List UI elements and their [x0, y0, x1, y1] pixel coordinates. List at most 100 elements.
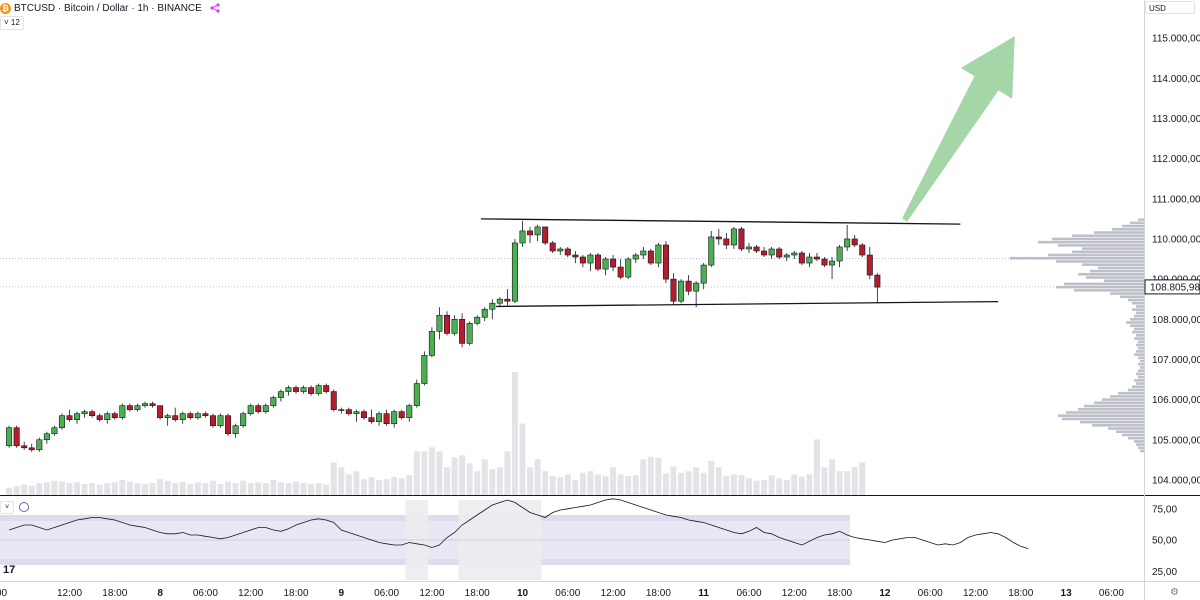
candle-down [851, 234, 858, 247]
volume-bar [489, 469, 496, 495]
candle-up [179, 411, 186, 424]
currency-selector[interactable]: USD [1145, 1, 1195, 14]
volume-bar [436, 451, 443, 495]
symbol-title: BTCUSD · Bitcoin / Dollar · 1h · BINANCE [14, 2, 202, 14]
candle-down [172, 407, 179, 422]
candle-down [527, 226, 534, 243]
candle-body [579, 256, 586, 264]
volume-bar [791, 474, 798, 495]
candle-down [738, 226, 745, 251]
chevron-down-icon[interactable]: ˅ [0, 500, 14, 514]
candle-body [111, 413, 118, 418]
candle-body [179, 413, 186, 420]
volume-bar [617, 474, 624, 495]
candle-body [640, 250, 647, 256]
volume-bar [610, 467, 617, 495]
candle-down [776, 246, 783, 260]
volume-bar [738, 475, 745, 495]
trendline-upper [480, 218, 961, 225]
share-nodes-icon[interactable] [210, 3, 220, 13]
volume-profile-row [1074, 289, 1144, 292]
candle-down [564, 246, 571, 258]
volume-profile-row [1094, 401, 1144, 405]
volume-bar [428, 447, 435, 495]
volume-bar [172, 483, 179, 495]
volume-bar [225, 481, 232, 495]
candle-up [836, 244, 843, 268]
tradingview-logo[interactable]: 17 [3, 564, 16, 576]
candle-body [844, 238, 851, 248]
candle-body [874, 274, 881, 288]
candle-body [315, 385, 322, 394]
candle-down [149, 401, 156, 408]
volume-bar [776, 478, 783, 495]
rsi-indicator-icon[interactable] [19, 502, 29, 512]
y-tick-label: 114.000,00 [1152, 74, 1200, 85]
candle-body [542, 226, 549, 244]
candle-up [104, 411, 111, 424]
volume-bar [534, 459, 541, 495]
candle-up [376, 411, 383, 426]
volume-bar [474, 471, 481, 495]
volume-profile-row [1132, 301, 1144, 305]
volume-bar [51, 480, 58, 495]
candle-down [594, 253, 601, 272]
volume-bar [761, 479, 768, 495]
candle-body [376, 413, 383, 422]
candle-up [844, 224, 851, 251]
interval-dropdown[interactable]: ˅ 12 [0, 16, 24, 30]
candle-down [323, 383, 330, 394]
volume-bar [187, 483, 194, 495]
candle-down [813, 253, 820, 262]
volume-profile-row [1072, 234, 1144, 238]
y-tick-label: 107.000,00 [1152, 355, 1200, 366]
candle-up [602, 257, 609, 276]
candle-up [58, 413, 65, 430]
x-tick-label: 12:00 [782, 588, 807, 599]
volume-profile-row [1138, 375, 1144, 379]
volume-bar [406, 475, 413, 495]
candle-body [126, 405, 133, 410]
x-tick-label: 12:00 [419, 588, 444, 599]
candle-down [398, 409, 405, 420]
candle-body [662, 244, 669, 280]
volume-bar [58, 481, 65, 495]
volume-bar [564, 474, 571, 495]
volume-bar [308, 483, 315, 495]
volume-profile-row [1104, 279, 1144, 283]
candle-down [209, 413, 216, 428]
volume-profile-row [1138, 446, 1144, 450]
volume-profile-row [1128, 388, 1144, 392]
candle-body [738, 228, 745, 250]
candle-up [270, 395, 277, 408]
volume-bar [504, 451, 511, 495]
volume-bar [89, 483, 96, 495]
candle-up [791, 251, 798, 260]
symbol-header[interactable]: ₿ BTCUSD · Bitcoin / Dollar · 1h · BINAN… [0, 0, 220, 16]
volume-profile-row [1132, 308, 1144, 311]
volume-profile-row [1138, 346, 1144, 350]
candle-body [89, 411, 96, 416]
candle-body [142, 403, 149, 406]
candle-down [753, 244, 760, 254]
last-price-badge [1144, 279, 1200, 295]
candle-body [527, 230, 534, 236]
candle-body [194, 413, 201, 418]
volume-profile-row [1118, 391, 1144, 395]
indicator-header: ˅ [0, 500, 29, 514]
candle-body [149, 403, 156, 406]
rsi-line [8, 498, 1029, 550]
candle-down [13, 425, 20, 448]
x-tick-label: 12:00 [963, 588, 988, 599]
volume-profile-row [1082, 263, 1144, 266]
gear-icon[interactable]: ⚙ [1170, 587, 1179, 598]
volume-profile-row [1138, 340, 1144, 344]
candle-body [262, 405, 269, 412]
volume-bar [829, 459, 836, 495]
candle-body [247, 405, 254, 414]
candle-up [519, 220, 526, 247]
candle-body [28, 447, 35, 451]
volume-bar [844, 471, 851, 495]
candle-body [172, 415, 179, 420]
